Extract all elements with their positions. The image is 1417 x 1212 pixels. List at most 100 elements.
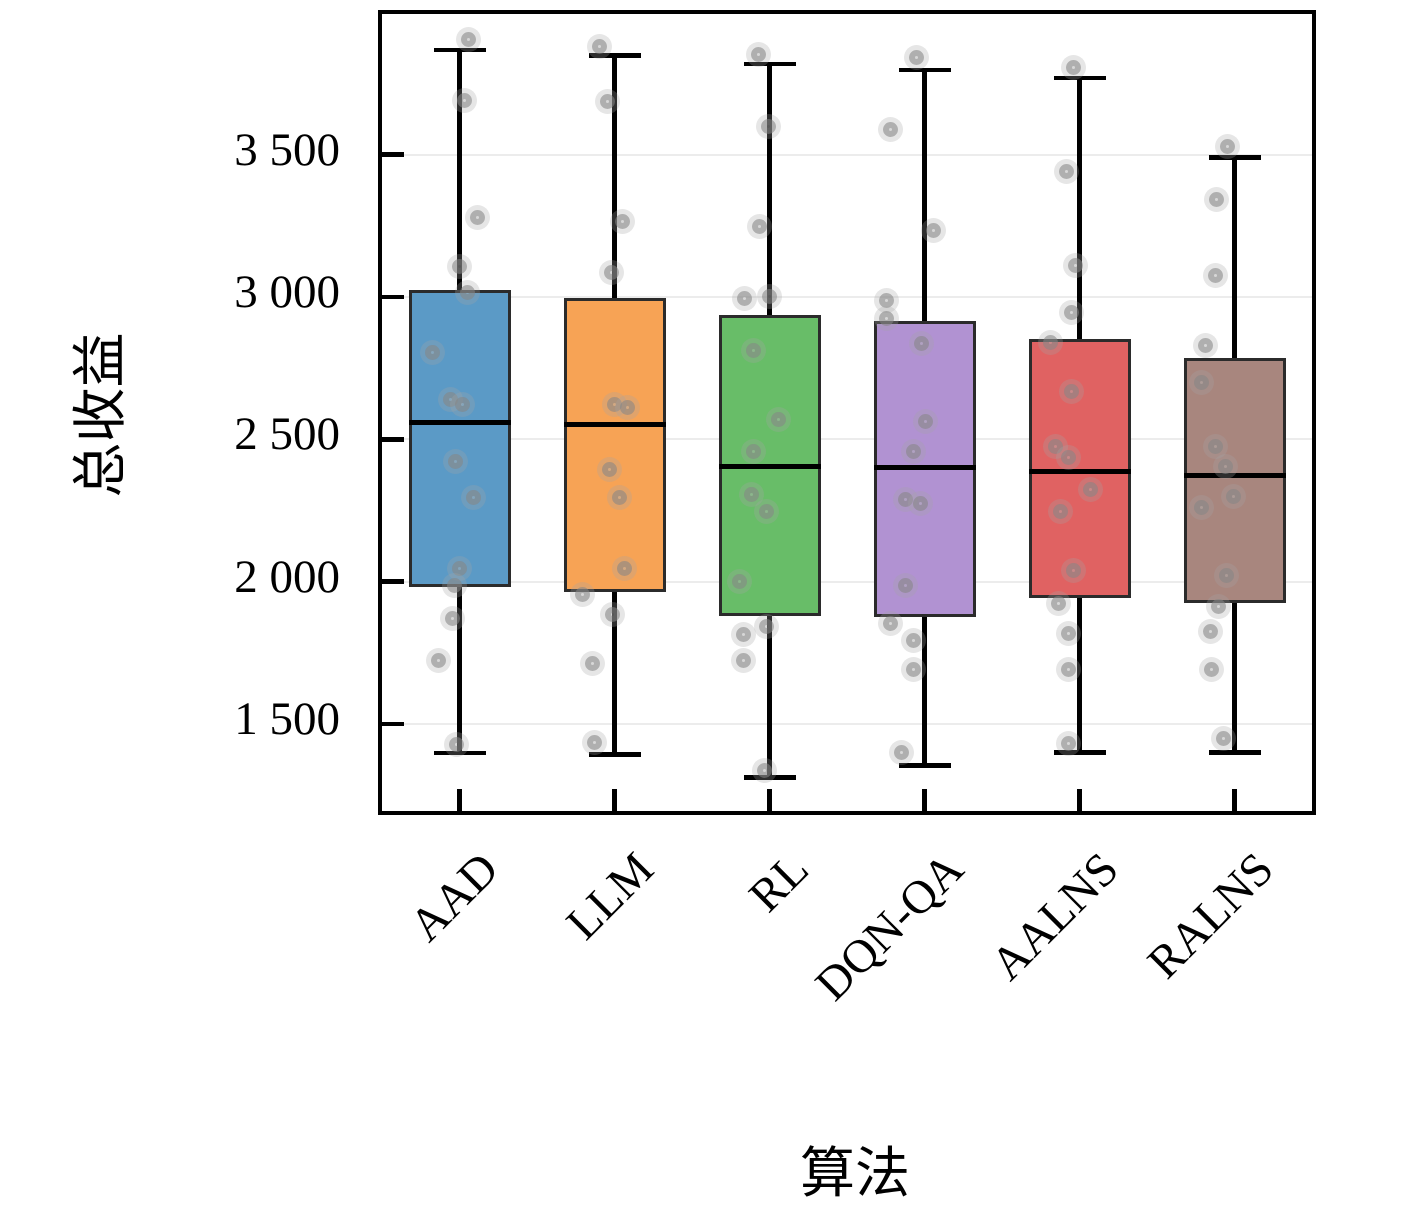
y-tick (382, 579, 404, 584)
scatter-point (737, 290, 752, 306)
whisker-cap (588, 53, 641, 58)
whisker-cap (1053, 750, 1106, 755)
scatter-point (1194, 375, 1209, 391)
y-tick (382, 294, 404, 300)
scatter-point (1218, 458, 1233, 474)
scatter-point (604, 265, 619, 281)
scatter-point (759, 618, 774, 634)
scatter-point (612, 489, 627, 505)
scatter-point (914, 335, 929, 351)
scatter-point (918, 414, 933, 430)
gridline (382, 295, 1312, 298)
median-RALNS (1183, 472, 1286, 478)
scatter-point (736, 653, 751, 669)
gridline (382, 153, 1312, 156)
whisker-cap (588, 752, 641, 757)
scatter-point (585, 655, 600, 671)
scatter-point (1061, 449, 1076, 465)
whisker-cap (743, 61, 796, 67)
scatter-point (1066, 59, 1081, 75)
scatter-point (445, 610, 460, 626)
whisker-cap (1208, 750, 1261, 755)
box-AALNS (1028, 339, 1131, 598)
x-tick (612, 789, 617, 811)
scatter-point (746, 342, 761, 358)
scatter-point (587, 735, 602, 750)
scatter-point (1064, 304, 1079, 320)
scatter-point (1068, 258, 1083, 274)
whisker-cap (743, 775, 796, 780)
scatter-point (1048, 438, 1063, 454)
scatter-point (592, 39, 607, 55)
scatter-point (1220, 138, 1235, 154)
scatter-point (906, 662, 921, 678)
whisker-cap (1208, 155, 1261, 160)
scatter-point (452, 259, 467, 275)
scatter-point (1204, 662, 1219, 678)
plot-area (378, 10, 1316, 815)
scatter-point (751, 46, 766, 62)
scatter-point (746, 443, 761, 459)
scatter-point (457, 93, 472, 109)
scatter-point (1209, 191, 1224, 207)
scatter-point (452, 561, 467, 577)
scatter-point (898, 577, 913, 593)
x-tick-label-DQN-QA: DQN-QA (805, 842, 974, 1011)
scatter-point (620, 400, 635, 416)
scatter-point (926, 223, 941, 239)
scatter-point (600, 94, 615, 110)
scatter-point (906, 632, 921, 648)
y-tick (382, 721, 404, 727)
x-tick (1232, 789, 1237, 811)
median-LLM (563, 421, 666, 427)
scatter-point (1219, 568, 1234, 584)
box-LLM (563, 298, 666, 592)
scatter-point (602, 462, 617, 478)
scatter-point (617, 561, 632, 577)
median-AALNS (1028, 468, 1131, 474)
gridline (382, 722, 1312, 725)
median-DQN-QA (873, 464, 976, 470)
x-tick-label-RL: RL (738, 842, 819, 923)
scatter-point (913, 496, 928, 512)
scatter-point (732, 574, 747, 590)
whisker-cap (1053, 75, 1106, 81)
scatter-point (1083, 481, 1098, 497)
y-tick (382, 152, 404, 157)
scatter-point (906, 443, 921, 459)
scatter-point (1208, 268, 1223, 284)
scatter-point (1203, 623, 1218, 639)
scatter-point (883, 615, 898, 631)
box-AAD (408, 289, 511, 587)
y-tick-label: 3 500 (234, 123, 340, 176)
scatter-point (1051, 596, 1066, 612)
y-tick-label: 2 000 (234, 550, 340, 603)
gridline (382, 438, 1312, 441)
scatter-point (771, 412, 786, 428)
median-RL (718, 464, 821, 470)
scatter-point (449, 736, 464, 752)
scatter-point (425, 344, 440, 360)
scatter-point (615, 213, 630, 229)
y-tick-label: 2 500 (234, 408, 340, 461)
scatter-point (431, 653, 446, 669)
scatter-point (1066, 563, 1081, 579)
scatter-point (461, 32, 476, 48)
scatter-point (455, 397, 470, 413)
whisker-cap (433, 750, 486, 756)
scatter-point (575, 586, 590, 602)
scatter-point (1061, 735, 1076, 751)
y-tick (382, 437, 404, 442)
scatter-point (894, 744, 909, 760)
scatter-point (757, 762, 772, 778)
y-tick-label: 3 000 (234, 265, 340, 318)
scatter-point (605, 606, 620, 622)
scatter-point (761, 119, 776, 135)
scatter-point (759, 504, 774, 520)
whisker-cap (898, 67, 951, 73)
scatter-point (607, 397, 622, 413)
scatter-point (1211, 598, 1226, 614)
scatter-point (879, 310, 894, 326)
scatter-point (1226, 488, 1241, 504)
